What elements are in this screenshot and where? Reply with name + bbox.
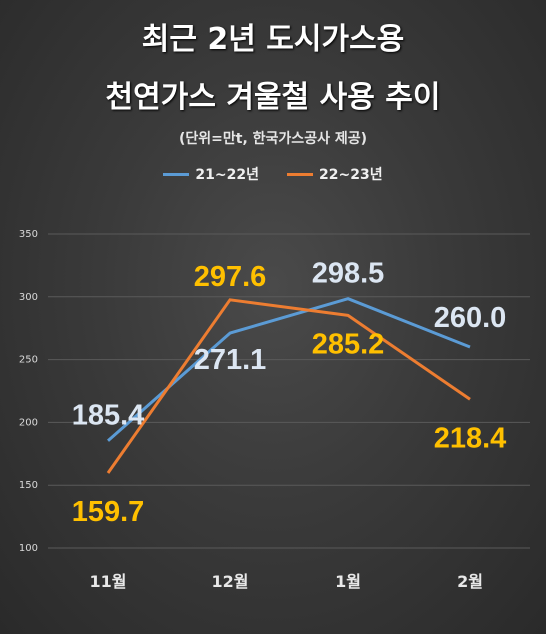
legend-swatch-series-1 [163,172,190,176]
y-tick-label-200: 200 [19,417,38,428]
x-category-label-1: 11월 [90,572,127,591]
y-tick-label-250: 250 [19,355,38,366]
legend-label-series-1: 21~22년 [195,167,259,183]
chart-title-line1: 최근 2년 도시가스용 [141,22,405,57]
data-label-series-2-point-1: 159.7 [72,496,145,528]
x-category-label-3: 1월 [335,572,361,591]
chart-legend: 21~22년 22~23년 [0,164,546,184]
legend-swatch-series-2 [287,172,313,176]
legend-item-series-2: 22~23년 [287,164,383,184]
data-label-series-2-point-2: 297.6 [194,261,267,293]
x-category-label-2: 12월 [212,572,249,591]
data-label-series-2-point-4: 218.4 [434,422,507,454]
y-tick-label-150: 150 [19,480,38,491]
legend-label-series-2: 22~23년 [319,167,383,183]
chart-title-line2: 천연가스 겨울철 사용 추이 [105,80,441,115]
series-line-2 [106,298,471,474]
x-category-label-4: 2월 [457,572,483,591]
data-label-series-2-point-3: 285.2 [312,328,385,360]
data-label-series-1-point-3: 298.5 [312,258,385,290]
data-label-series-1-point-2: 271.1 [194,344,267,376]
data-label-series-1-point-1: 185.4 [72,400,145,432]
chart-subtitle: (단위=만t, 한국가스공사 제공) [179,131,367,147]
series-line-1 [107,297,471,442]
y-tick-label-100: 100 [19,543,38,554]
legend-item-series-1: 21~22년 [163,164,259,184]
data-label-series-1-point-4: 260.0 [434,302,507,334]
y-tick-label-350: 350 [19,229,38,240]
y-tick-label-300: 300 [19,292,38,303]
